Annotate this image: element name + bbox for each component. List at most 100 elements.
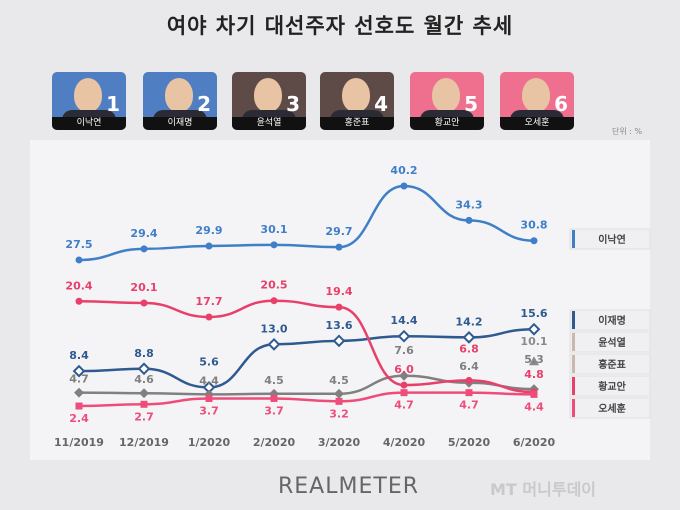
legend-item (569, 353, 651, 375)
portrait-icon (254, 78, 282, 112)
chart-title: 여야 차기 대선주자 선호도 월간 추세 (166, 14, 514, 38)
data-point (400, 381, 408, 389)
legend-swatch (572, 377, 575, 395)
data-point (75, 402, 83, 410)
data-label: 27.5 (65, 238, 92, 251)
watermark: MT 머니투데이 (490, 480, 597, 499)
data-point (74, 387, 84, 398)
legend-label: 이낙연 (598, 233, 626, 246)
x-tick-label: 4/2020 (383, 436, 426, 449)
portrait-icon (342, 78, 370, 112)
candidate-number: 4 (374, 92, 388, 116)
x-tick-label: 6/2020 (513, 436, 556, 449)
legend-item (569, 309, 651, 331)
data-label: 13.6 (325, 319, 352, 332)
data-point (462, 330, 476, 344)
legend-item (569, 331, 651, 353)
data-point (202, 381, 216, 394)
series-line (78, 184, 535, 262)
legend-swatch (572, 333, 575, 351)
data-point (529, 356, 539, 366)
data-label: 14.2 (455, 315, 482, 328)
data-label: 6.0 (394, 363, 414, 376)
data-label: 13.0 (260, 322, 287, 335)
data-point (335, 397, 343, 405)
data-point (72, 364, 86, 378)
data-point (465, 389, 473, 397)
candidate-number: 1 (106, 92, 120, 116)
data-label: 29.4 (130, 227, 157, 240)
candidate-name: 이낙연 (52, 117, 126, 130)
chart-panel (30, 140, 650, 460)
data-point (75, 256, 83, 264)
x-tick-label: 12/2019 (119, 436, 169, 449)
portrait-icon (165, 78, 193, 112)
data-point (530, 237, 538, 245)
data-point (139, 388, 149, 399)
data-point (397, 329, 411, 343)
data-label: 4.4 (199, 374, 219, 387)
legend-label: 황교안 (598, 380, 626, 393)
legend-swatch (572, 230, 575, 248)
data-point (205, 394, 213, 402)
data-point (205, 242, 213, 250)
data-label: 34.3 (455, 198, 482, 211)
data-label: 3.7 (264, 404, 284, 417)
data-point (400, 182, 408, 190)
candidate-number: 5 (464, 92, 478, 116)
portrait-icon (522, 78, 550, 112)
data-point (140, 299, 148, 307)
data-point (527, 322, 541, 336)
data-label: 17.7 (195, 295, 222, 308)
data-label: 8.8 (134, 347, 154, 360)
legend-swatch (572, 311, 575, 329)
data-label: 29.9 (195, 224, 222, 237)
candidate-card: 5 황교안 (410, 72, 484, 130)
data-label: 4.5 (264, 374, 284, 387)
candidate-name: 윤석열 (232, 117, 306, 130)
data-label: 3.7 (199, 404, 219, 417)
data-label: 6.4 (459, 360, 479, 373)
data-label: 4.8 (524, 368, 544, 381)
x-tick-label: 11/2019 (54, 436, 104, 449)
data-point (270, 241, 278, 249)
data-label: 4.7 (69, 373, 89, 386)
data-point (399, 370, 409, 381)
data-point (335, 303, 343, 311)
data-label: 6.8 (459, 342, 479, 355)
series-line (78, 327, 535, 389)
data-point (140, 245, 148, 253)
legend-label: 홍준표 (598, 358, 626, 371)
candidate-name: 이재명 (143, 117, 217, 130)
candidate-card: 2 이재명 (143, 72, 217, 130)
candidate-name: 황교안 (410, 117, 484, 130)
data-point (465, 216, 473, 224)
candidate-card: 3 윤석열 (232, 72, 306, 130)
data-label: 4.5 (329, 374, 349, 387)
data-label: 7.6 (394, 344, 414, 357)
data-label: 4.7 (459, 399, 479, 412)
brand-logo: REALMETER (278, 474, 419, 499)
data-point (334, 388, 344, 399)
data-label: 20.4 (65, 279, 92, 292)
data-label: 3.2 (329, 407, 349, 420)
data-label: 14.4 (390, 314, 417, 327)
data-label: 19.4 (325, 285, 352, 298)
candidate-number: 6 (554, 92, 568, 116)
data-point (270, 297, 278, 305)
legend-swatch (572, 355, 575, 373)
legend-swatch (572, 399, 575, 417)
portrait-icon (432, 78, 460, 112)
data-point (465, 376, 473, 384)
legend-item (569, 397, 651, 419)
series-line (78, 299, 535, 394)
data-label: 29.7 (325, 225, 352, 238)
data-label: 2.4 (69, 412, 89, 425)
candidate-name: 홍준표 (320, 117, 394, 130)
data-label: 4.4 (524, 400, 544, 413)
data-point (137, 362, 151, 376)
legend-label: 윤석열 (598, 336, 626, 349)
legend-label: 오세훈 (598, 402, 626, 415)
x-tick-label: 5/2020 (448, 436, 491, 449)
